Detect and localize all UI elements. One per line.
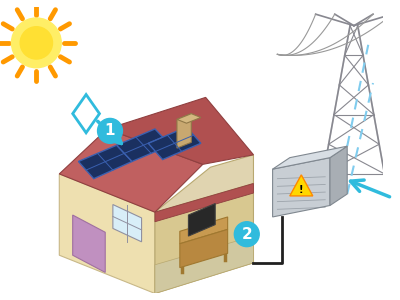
Polygon shape [73,215,105,272]
Circle shape [98,118,122,143]
Polygon shape [290,175,313,196]
Polygon shape [155,184,254,293]
Circle shape [20,27,52,59]
Text: 3: 3 [394,198,400,213]
Polygon shape [59,174,155,293]
Polygon shape [148,127,201,160]
Text: 2: 2 [242,227,252,242]
Text: 1: 1 [105,123,115,138]
Polygon shape [78,145,132,179]
Polygon shape [117,129,170,161]
Polygon shape [177,114,191,148]
Polygon shape [273,146,347,169]
Polygon shape [107,98,254,164]
Polygon shape [330,146,347,206]
Polygon shape [180,217,228,244]
Polygon shape [177,114,201,123]
Polygon shape [155,155,254,212]
Text: !: ! [299,185,304,195]
Circle shape [12,18,61,68]
Circle shape [386,193,400,218]
Polygon shape [59,129,203,212]
Polygon shape [113,205,142,242]
Polygon shape [180,230,228,268]
Polygon shape [188,204,215,236]
Circle shape [234,222,259,247]
Polygon shape [155,236,254,293]
Polygon shape [155,184,254,222]
Polygon shape [273,158,330,217]
